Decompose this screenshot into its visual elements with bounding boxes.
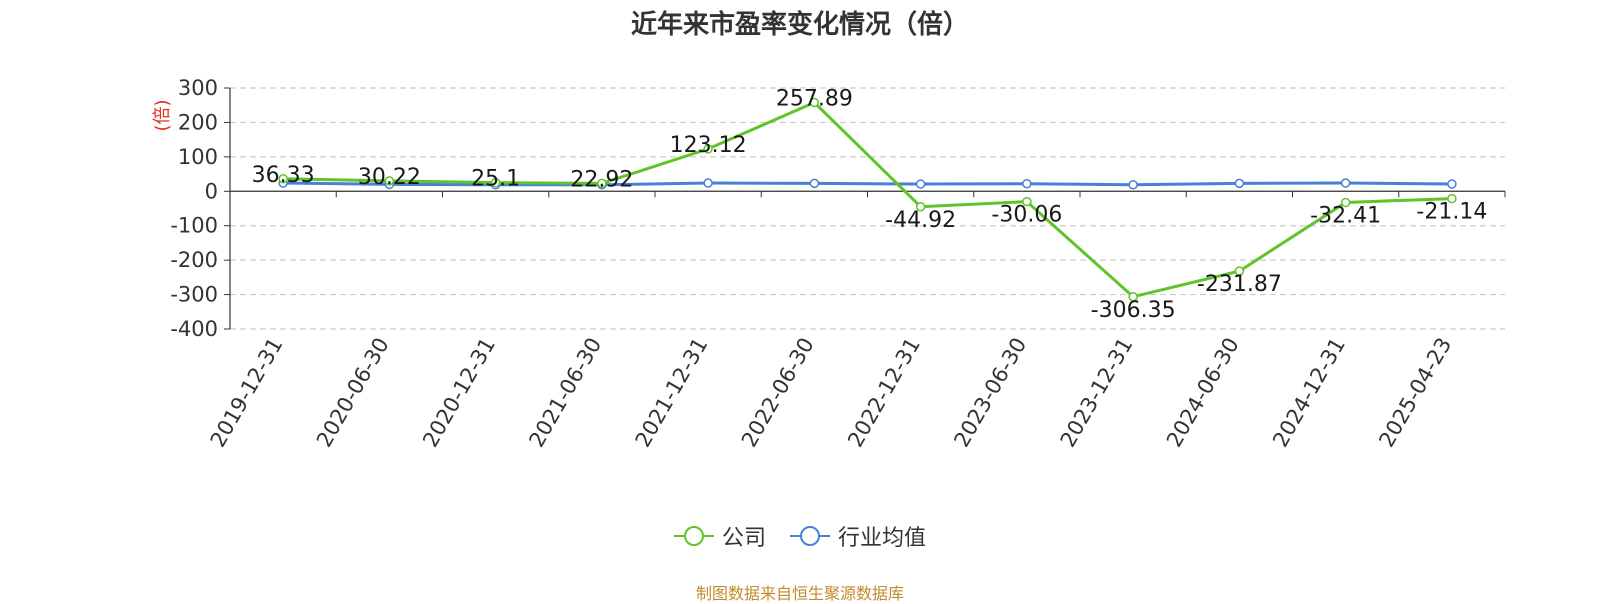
data-point — [1234, 266, 1245, 276]
data-label: 257.89 — [776, 86, 853, 111]
data-point — [1022, 196, 1032, 207]
y-tick-label: 0 — [205, 179, 218, 203]
y-axis-label: (倍) — [152, 100, 173, 132]
data-point — [1447, 179, 1457, 189]
legend-item-industry[interactable]: 行业均值 — [790, 520, 926, 552]
data-labels: 36.33 30.22 25.1 22.92 123.12 257.89 -44.92 -30… — [252, 86, 1488, 322]
y-tick-label: -100 — [170, 214, 218, 238]
x-tick-label: 2024-06-30 — [1162, 334, 1244, 452]
series-lines — [278, 97, 1457, 302]
data-point — [384, 176, 395, 186]
data-label: 30.22 — [358, 165, 421, 190]
data-point — [1340, 197, 1351, 208]
series-line — [283, 100, 1452, 299]
data-point — [703, 178, 713, 188]
data-point — [597, 178, 607, 189]
series-line — [283, 181, 1452, 187]
data-point — [490, 177, 501, 188]
x-tick-label: 2022-12-31 — [843, 334, 925, 452]
data-label: -32.41 — [1310, 203, 1381, 228]
y-tick-label: 100 — [178, 145, 218, 169]
data-label: 123.12 — [670, 133, 747, 158]
y-tick-label: 200 — [178, 110, 218, 134]
x-tick-label: 2023-12-31 — [1056, 334, 1138, 452]
legend-marker-industry-icon — [790, 526, 830, 546]
data-point — [703, 144, 713, 154]
legend: 公司 行业均值 — [0, 520, 1600, 552]
x-tick-label: 2025-04-23 — [1374, 334, 1456, 452]
legend-label-company: 公司 — [721, 526, 766, 551]
x-tick-label: 2020-06-30 — [312, 334, 394, 452]
data-point — [915, 202, 926, 212]
data-label: 22.92 — [570, 167, 633, 192]
x-tick-label: 2021-12-31 — [631, 334, 713, 452]
data-point — [915, 179, 926, 189]
data-label: -306.35 — [1091, 298, 1176, 323]
x-tick-label: 2020-12-31 — [418, 334, 500, 452]
data-label: 25.1 — [471, 167, 520, 192]
legend-label-industry: 行业均值 — [838, 526, 927, 551]
data-point — [809, 97, 820, 108]
source-note: 制图数据来自恒生聚源数据库 — [695, 584, 904, 603]
legend-marker-company-icon — [673, 526, 714, 546]
y-tick-label: -400 — [170, 317, 218, 341]
x-tick-label: 2022-06-30 — [737, 334, 819, 452]
y-tick-label: -200 — [170, 248, 218, 272]
data-point — [1022, 178, 1032, 189]
x-tick-label: 2019-12-31 — [206, 334, 288, 452]
data-label: -231.87 — [1197, 272, 1282, 297]
data-label: -30.06 — [991, 203, 1062, 228]
data-point — [278, 174, 288, 184]
y-tick-label: 300 — [178, 76, 218, 100]
chart-title: 近年来市盈率变化情况（倍） — [630, 10, 969, 40]
grid-lines — [230, 87, 1505, 330]
data-label: 36.33 — [252, 163, 315, 188]
x-tick-label: 2024-12-31 — [1268, 334, 1350, 452]
data-point — [1128, 292, 1138, 302]
x-tick-label: 2023-06-30 — [949, 334, 1031, 452]
x-tick-label: 2021-06-30 — [524, 334, 606, 452]
data-point — [1447, 193, 1457, 204]
legend-item-company[interactable]: 公司 — [673, 520, 766, 552]
data-point — [1128, 179, 1138, 190]
data-point — [1234, 178, 1245, 189]
y-tick-label: -300 — [170, 283, 218, 307]
data-point — [809, 178, 820, 189]
data-label: -44.92 — [885, 208, 956, 233]
data-point — [1340, 178, 1351, 188]
data-label: -21.14 — [1416, 200, 1487, 225]
